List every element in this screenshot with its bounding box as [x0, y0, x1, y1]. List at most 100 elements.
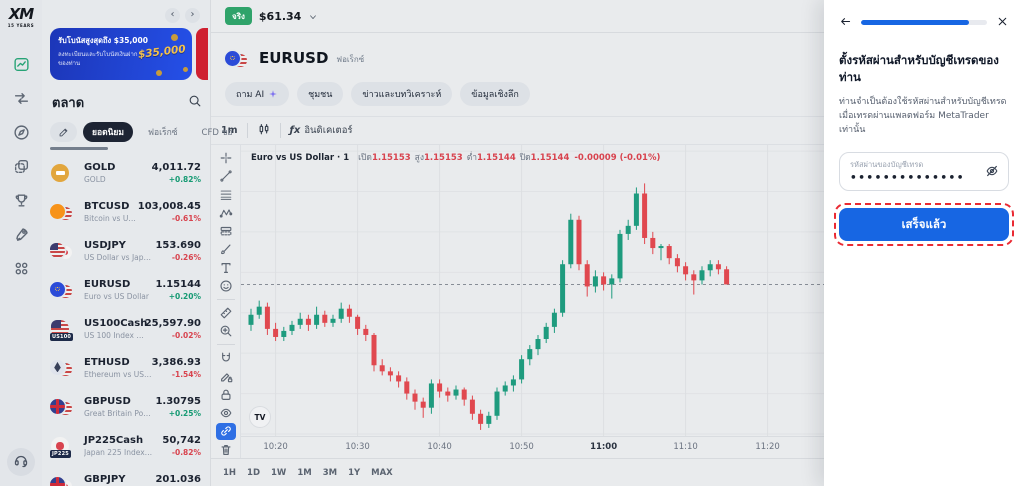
tool-group-divider	[216, 344, 235, 346]
tradingview-logo[interactable]: TV	[249, 406, 271, 428]
timeframe-1Y[interactable]: 1Y	[348, 467, 361, 478]
timeframe-3M[interactable]: 3M	[322, 467, 338, 478]
legend-close-value: 1.15144	[530, 153, 570, 163]
watchlist-row-EURUSD[interactable]: EURUSD Euro vs US Dollar 1.15144 +0.20%	[50, 271, 210, 310]
tool-trend-line-icon[interactable]	[216, 168, 236, 184]
promo-banner-row: รับโบนัสสูงสุดถึง $35,000 ลงทะเบียนและรั…	[50, 28, 210, 80]
tool-measure-icon[interactable]	[216, 305, 236, 321]
instrument-change: +0.20%	[168, 292, 201, 302]
promo-banner-next-peek[interactable]	[196, 28, 208, 80]
rail-markets-chart-icon[interactable]	[7, 50, 35, 78]
instrument-price: 3,386.93	[151, 357, 201, 369]
timeframe-1D[interactable]: 1D	[247, 467, 261, 478]
watchlist-tab-1[interactable]: ฟอเร็กซ์	[148, 128, 178, 138]
instrument-description: Bitcoin vs US Dollar	[84, 214, 138, 224]
coin-decoration	[171, 34, 178, 41]
support-button[interactable]	[7, 448, 35, 476]
index-badge: JP225	[50, 450, 71, 459]
watchlist-tab-2[interactable]: CFD ขอ	[201, 128, 233, 138]
tool-drawing-pencil-lock-icon[interactable]	[216, 369, 236, 385]
rail-copy-trading-icon[interactable]	[7, 152, 35, 180]
interval-selector[interactable]: 1m	[221, 125, 238, 136]
index-badge: US100	[50, 333, 74, 342]
instrument-description: Japan 225 Index Cash	[84, 448, 154, 458]
tool-zoom-in-icon[interactable]	[216, 323, 236, 339]
rail-boost-rocket-icon[interactable]	[7, 220, 35, 248]
tool-emoji-icon[interactable]	[216, 278, 236, 294]
timeframe-1M[interactable]: 1M	[297, 467, 312, 478]
carousel-prev-button[interactable]: ‹	[165, 8, 180, 23]
instrument-change: +0.25%	[168, 409, 201, 419]
instrument-change: -0.26%	[171, 253, 201, 263]
tool-lock-all-icon[interactable]	[216, 387, 236, 403]
tool-crosshair-icon[interactable]	[216, 150, 236, 166]
instrument-symbol: US100Cash	[84, 318, 148, 330]
tool-long-position-icon[interactable]	[216, 223, 236, 239]
tool-text-tool-icon[interactable]	[216, 260, 236, 276]
instrument-description: US 100 Index Cash	[84, 331, 145, 341]
back-arrow-icon[interactable]	[839, 13, 852, 32]
tool-magnet-icon[interactable]	[216, 350, 236, 366]
instrument-change: -0.82%	[171, 448, 201, 458]
tabs-scroll-indicator[interactable]	[50, 147, 108, 150]
tool-brush-icon[interactable]	[216, 241, 236, 257]
USDJPY-instrument-icon	[50, 240, 78, 262]
trading-password-field[interactable]: รหัสผ่านของบัญชีเทรด ••••••••••••••	[839, 151, 1009, 192]
indicators-button[interactable]: ƒx อินดิเคเตอร์	[290, 123, 353, 138]
done-button[interactable]: เสร็จแล้ว	[839, 208, 1009, 242]
timeframe-1H[interactable]: 1H	[223, 467, 237, 478]
tool-sync-drawings-icon[interactable]	[215, 423, 236, 440]
tool-remove-drawings-icon[interactable]	[216, 442, 236, 458]
rail-competitions-trophy-icon[interactable]	[7, 186, 35, 214]
watchlist-tab-0[interactable]: ยอดนิยม	[83, 122, 133, 142]
time-axis[interactable]: 10:20 10:30 10:40 10:50 11:00 11:10 11:20	[241, 436, 1024, 458]
carousel-next-button[interactable]: ›	[185, 8, 200, 23]
chip-1[interactable]: ชุมชน	[297, 82, 344, 106]
timeframe-1W[interactable]: 1W	[271, 467, 287, 478]
US100Cash-instrument-icon: US100	[50, 318, 78, 342]
tool-fib-retracement-icon[interactable]	[216, 187, 236, 203]
btc-flag-icon	[50, 204, 65, 220]
watchlist-row-GBPJPY[interactable]: GBPJPYGreat Britain Pound vs ...201.036-…	[50, 466, 210, 486]
time-label-10:20: 10:20	[263, 442, 288, 452]
fx-icon: ƒx	[289, 125, 301, 136]
instrument-description: GOLD	[84, 175, 106, 185]
rail-discover-compass-icon[interactable]	[7, 118, 35, 146]
chip-3[interactable]: ข้อมูลเชิงลึก	[460, 82, 530, 106]
instrument-description: Great Britain Pound vs ...	[84, 409, 154, 419]
legend-title: Euro vs US Dollar · 1	[251, 153, 350, 163]
rail-trade-arrows-icon[interactable]	[7, 84, 35, 112]
timeframe-MAX[interactable]: MAX	[371, 467, 393, 478]
tool-hide-drawings-icon[interactable]	[216, 405, 236, 421]
chart-toolbar: 1m ƒx อินดิเคเตอร์	[211, 116, 1024, 145]
tool-xabcd-pattern-icon[interactable]	[216, 205, 236, 221]
legend-high-value: 1.15153	[424, 153, 463, 163]
edit-watchlist-tab[interactable]	[50, 122, 77, 142]
eye-off-icon[interactable]	[985, 164, 999, 178]
watchlist-row-GOLD[interactable]: GOLD GOLD 4,011.72 +0.82%	[50, 154, 210, 193]
instrument-change: +0.82%	[168, 175, 201, 185]
rail-apps-grid-icon[interactable]	[7, 254, 35, 282]
instrument-price: 25,597.90	[144, 318, 201, 330]
symbol-action-chips: ถาม AI ชุมชน ข่าวและบทวิเคราะห์ ข้อมูลเชิงล…	[211, 73, 1024, 116]
timeframe-buttons: 1H 1D 1W 1M 3M 1Y MAX	[223, 468, 404, 478]
search-icon[interactable]	[188, 93, 202, 112]
candle-style-icon[interactable]	[257, 122, 271, 139]
promo-banner[interactable]: รับโบนัสสูงสุดถึง $35,000 ลงทะเบียนและรั…	[50, 28, 192, 80]
time-label-11:20: 11:20	[755, 442, 780, 452]
panel-description: ท่านจำเป็นต้องใช้รหัสผ่านสำหรับบัญชีเทรด…	[839, 96, 1007, 136]
close-icon[interactable]	[996, 13, 1009, 32]
watchlist-rows: GOLD GOLD 4,011.72 +0.82% BTCUSD Bitcoin vs U…	[50, 154, 210, 486]
chip-0[interactable]: ถาม AI	[225, 82, 290, 106]
chip-2[interactable]: ข่าวและบทวิเคราะห์	[351, 82, 453, 106]
GBPUSD-instrument-icon	[50, 396, 78, 418]
chip-label: ข่าวและบทวิเคราะห์	[362, 90, 442, 100]
chevron-down-icon[interactable]	[308, 7, 318, 26]
